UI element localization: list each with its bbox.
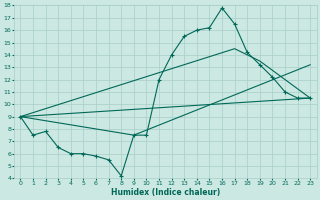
X-axis label: Humidex (Indice chaleur): Humidex (Indice chaleur) xyxy=(111,188,220,197)
